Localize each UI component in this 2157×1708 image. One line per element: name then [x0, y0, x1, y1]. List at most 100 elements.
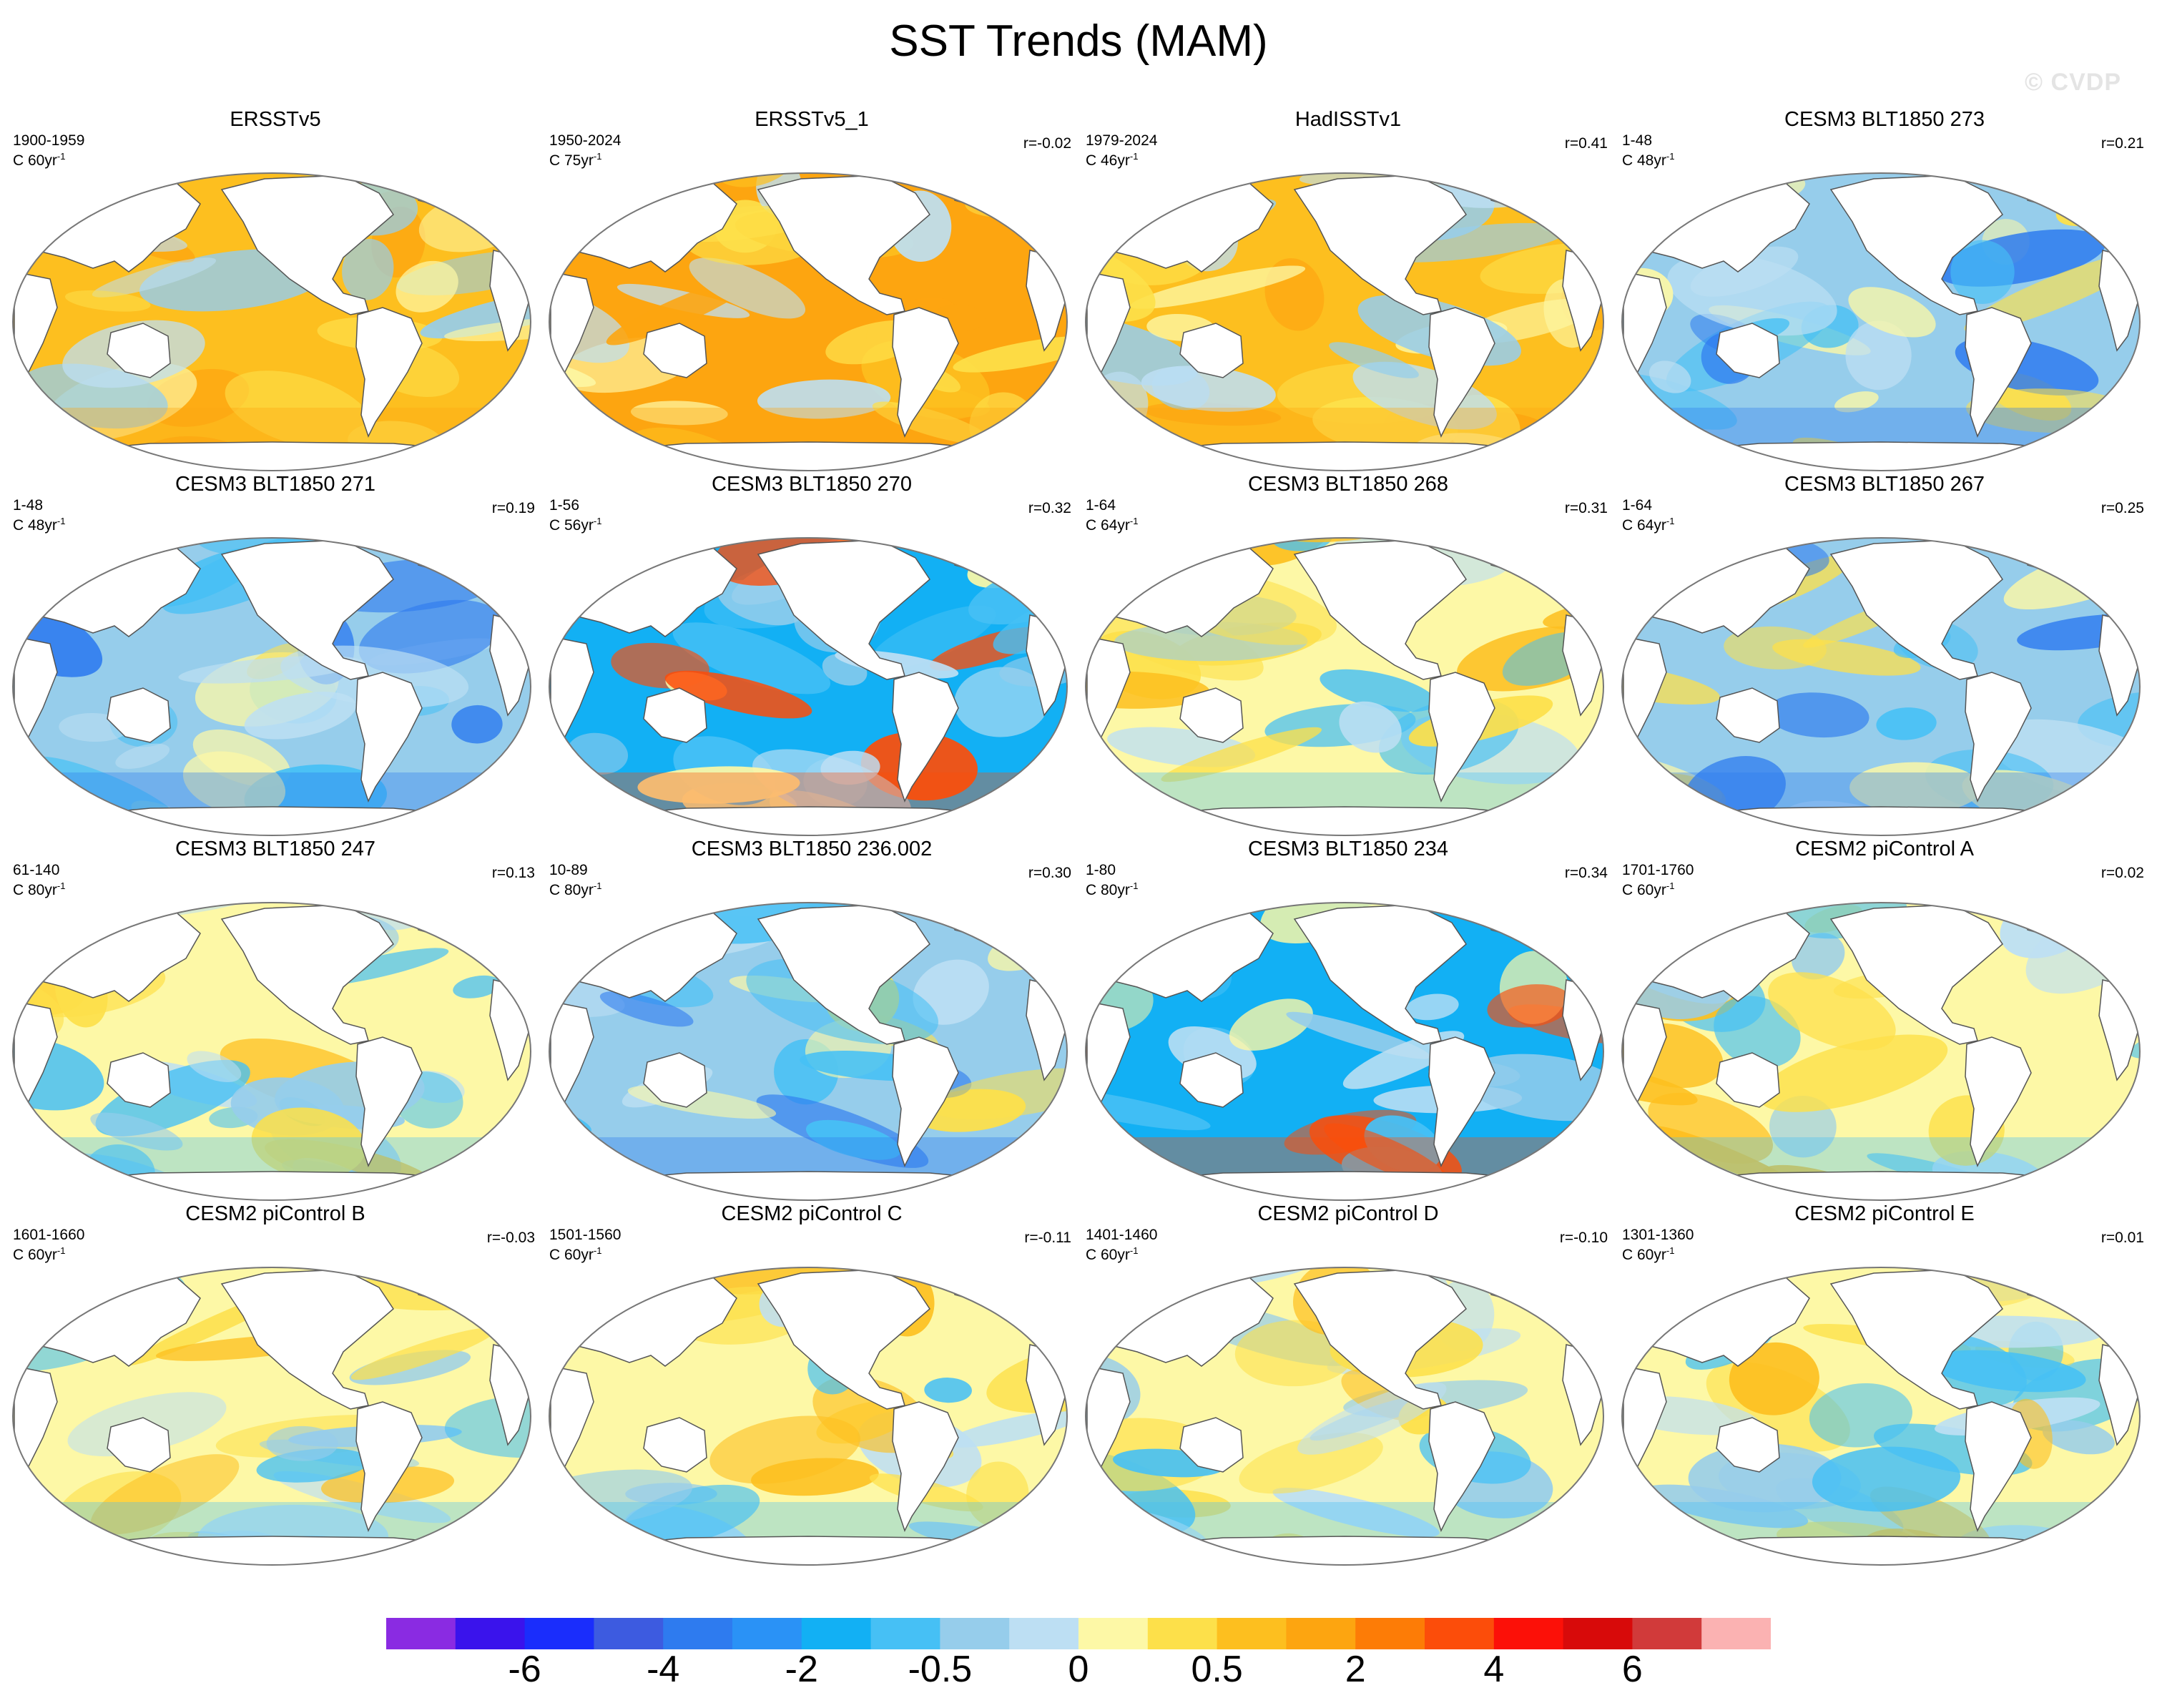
trend-rate-exponent: -1 — [1666, 151, 1675, 162]
land-americasS — [1965, 672, 2032, 803]
anomaly-patch — [757, 379, 891, 419]
anomaly-patch — [1161, 727, 1322, 782]
pattern-correlation: r=-0.03 — [486, 1230, 535, 1246]
pattern-correlation: r=0.13 — [491, 865, 535, 881]
land-americasN — [1829, 539, 2003, 680]
panel-title: CESM3 BLT1850 236.002 — [691, 838, 933, 860]
panel-title: HadISSTv1 — [1294, 108, 1402, 131]
anomaly-patch — [1031, 173, 1067, 190]
anomaly-patch — [924, 1378, 972, 1403]
map-panel: CESM2 piControl D 1401-1460 C 60yr-1 r=-0.1… — [1080, 1202, 1616, 1566]
sst-trend-map — [1621, 172, 2141, 471]
sst-trend-map — [549, 172, 1068, 471]
land-americasN — [1293, 1269, 1467, 1410]
panel-trend-unit: C 60yr-1 — [1086, 1243, 1138, 1263]
map-panel: CESM3 BLT1850 270 1-56 C 56yr-1 r=0.32 — [544, 472, 1080, 837]
panel-title: CESM3 BLT1850 268 — [1248, 473, 1448, 496]
land-americasN — [1829, 175, 2003, 315]
land-antarctica — [35, 441, 508, 471]
anomaly-patch — [1649, 360, 1691, 393]
panel-years: 61-140 — [13, 862, 60, 878]
land-americasS — [1428, 1401, 1495, 1532]
anomaly-patch — [1339, 701, 1402, 753]
land-antarctica — [35, 1536, 508, 1565]
anomaly-patch — [870, 605, 996, 669]
anomaly-patch — [522, 538, 531, 556]
anomaly-patch — [1834, 391, 1879, 413]
colorbar-tick-label: -0.5 — [908, 1649, 973, 1690]
sst-trend-map — [1085, 1267, 1604, 1566]
trend-rate: C 46yr — [1086, 152, 1130, 169]
panel-years: 1-64 — [1622, 497, 1653, 514]
anomaly-patch — [182, 751, 286, 815]
colorbar-box — [1078, 1618, 1149, 1649]
anomaly-patch — [395, 260, 458, 313]
map-panel: CESM3 BLT1850 271 1-48 C 48yr-1 r=0.19 — [7, 472, 544, 837]
map-panel: CESM3 BLT1850 247 61-140 C 80yr-1 r=0.13 — [7, 837, 544, 1202]
land-australia — [107, 323, 171, 378]
anomaly-patch — [664, 670, 812, 719]
pattern-correlation: r=-0.11 — [1024, 1230, 1071, 1246]
panel-years: 1401-1460 — [1086, 1227, 1158, 1243]
panel-title: CESM3 BLT1850 271 — [175, 473, 375, 496]
colorbar-box — [1425, 1618, 1495, 1649]
colorbar-box — [732, 1618, 802, 1649]
arctic-band — [544, 865, 1080, 900]
anomaly-patch — [549, 965, 625, 1017]
anomaly-patch — [549, 1271, 612, 1302]
anomaly-patch — [13, 189, 93, 219]
anomaly-patch — [2081, 538, 2140, 574]
land-antarctica — [1644, 1536, 2118, 1565]
anomaly-patch — [2092, 1186, 2136, 1200]
trend-rate-exponent: -1 — [1129, 516, 1139, 526]
anomaly-patch — [806, 1119, 901, 1160]
land-australia — [1716, 1417, 1780, 1473]
land-americasN — [220, 539, 394, 680]
land-antarctica — [571, 806, 1045, 835]
map-panel: CESM3 BLT1850 236.002 10-89 C 80yr-1 r=0.30 — [544, 837, 1080, 1202]
anomaly-patch — [1405, 993, 1459, 1021]
panel-title: CESM2 piControl E — [1794, 1202, 1975, 1225]
panel-years: 1701-1760 — [1622, 862, 1694, 878]
trend-rate: C 60yr — [13, 1247, 57, 1263]
sst-trend-map — [549, 1267, 1068, 1566]
anomaly-patch — [698, 903, 867, 944]
panel-title: CESM2 piControl B — [185, 1202, 365, 1225]
land-americasN — [757, 904, 930, 1045]
panel-years: 1-48 — [1622, 132, 1653, 149]
colorbar-tick-label: -6 — [508, 1649, 541, 1690]
map-panel: CESM3 BLT1850 267 1-64 C 64yr-1 r=0.25 — [1616, 472, 2153, 837]
anomaly-patch — [1729, 1342, 1819, 1415]
land-australia — [1179, 323, 1244, 378]
land-antarctica — [1108, 1171, 1581, 1200]
anomaly-patch — [1324, 1123, 1452, 1188]
pattern-correlation: r=-0.02 — [1023, 135, 1071, 152]
panel-years: 1979-2024 — [1086, 132, 1158, 149]
land-antarctica — [1644, 1171, 2118, 1200]
pattern-correlation: r=0.30 — [1028, 865, 1071, 881]
map-outline — [549, 172, 1068, 471]
colorbar-tick-label: -2 — [785, 1649, 818, 1690]
panel-trend-unit: C 48yr-1 — [1622, 149, 1674, 169]
land-antarctica — [1108, 806, 1581, 835]
colorbar-box — [455, 1618, 526, 1649]
anomaly-patch — [1598, 569, 1616, 657]
anomaly-patch — [820, 750, 880, 785]
land-americasS — [1965, 1401, 2032, 1532]
anomaly-patch — [1848, 287, 1936, 338]
pattern-correlation: r=0.41 — [1564, 135, 1608, 152]
land-australia — [1179, 1417, 1244, 1473]
panel-title: CESM3 BLT1850 267 — [1784, 473, 1985, 496]
map-outline — [1621, 902, 2141, 1201]
land-americasN — [1829, 904, 2003, 1045]
sst-trend-map — [1085, 902, 1604, 1201]
panel-title: CESM2 piControl D — [1257, 1202, 1439, 1225]
map-outline — [1085, 172, 1604, 471]
anomaly-patch — [1849, 762, 1982, 813]
map-panel: CESM3 BLT1850 273 1-48 C 48yr-1 r=0.21 — [1616, 107, 2153, 472]
trend-rate: C 60yr — [1086, 1247, 1130, 1263]
cvdp-watermark: © CVDP — [2025, 69, 2121, 96]
arctic-band — [1616, 501, 2153, 535]
trend-rate-exponent: -1 — [1666, 1245, 1675, 1256]
land-australia — [107, 1052, 171, 1108]
